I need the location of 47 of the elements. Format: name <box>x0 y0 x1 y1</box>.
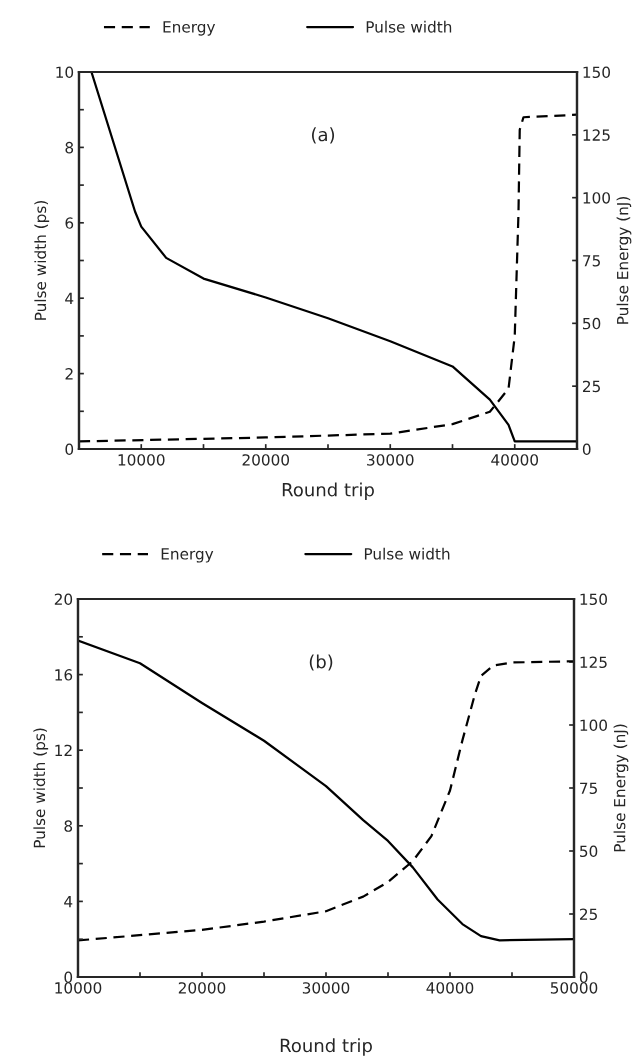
y-tick-label: 4 <box>64 896 73 908</box>
y2-tick-label: 50 <box>580 845 598 858</box>
annotation: (a) <box>311 127 335 144</box>
y-tick-label: 12 <box>55 744 72 756</box>
y-tick-label: 20 <box>54 593 73 606</box>
y2-axis-title: Pulse Energy (nJ) <box>613 724 629 852</box>
y2-tick-label: 25 <box>582 380 600 393</box>
y2-tick-label: 125 <box>583 129 610 141</box>
legend-label: Energy <box>163 21 216 36</box>
y-axis-title: Pulse width (ps) <box>34 200 50 320</box>
legend-label: Energy <box>161 548 214 563</box>
legend-label: Pulse width <box>364 547 450 560</box>
y2-tick-label: 150 <box>583 66 611 79</box>
y-tick-label: 16 <box>55 669 73 681</box>
x-tick-label: 40000 <box>491 454 539 466</box>
y2-tick-label: 100 <box>580 719 608 732</box>
x-tick-label: 10000 <box>55 982 102 994</box>
y-axis-title: Pulse width (ps) <box>33 728 49 848</box>
y-tick-label: 10 <box>56 66 74 79</box>
legend-label: Pulse width <box>366 20 452 33</box>
x-tick-label: 30000 <box>302 982 350 994</box>
x-tick-label: 30000 <box>367 454 414 466</box>
y2-tick-label: 125 <box>580 656 607 669</box>
x-tick-label: 20000 <box>178 982 226 994</box>
y2-tick-label: 25 <box>579 908 597 921</box>
y-tick-label: 0 <box>64 971 73 984</box>
x-axis-title: Round trip <box>280 1038 372 1056</box>
y2-axis-title: Pulse Energy (nJ) <box>616 197 632 324</box>
y2-tick-label: 75 <box>583 255 600 267</box>
x-tick-label: 50000 <box>550 982 598 994</box>
y-tick-label: 2 <box>65 368 73 380</box>
y-tick-label: 0 <box>65 443 74 456</box>
x-tick-label: 40000 <box>426 982 474 994</box>
x-axis-title: Round trip <box>282 482 374 501</box>
y-tick-label: 4 <box>65 292 74 304</box>
y-tick-label: 8 <box>64 820 73 832</box>
y2-tick-label: 75 <box>580 782 597 795</box>
x-tick-label: 10000 <box>118 454 165 466</box>
annotation: (b) <box>309 654 333 671</box>
y2-tick-label: 100 <box>583 192 611 204</box>
y-tick-label: 6 <box>65 217 74 229</box>
y2-tick-label: 0 <box>582 443 591 456</box>
y-tick-label: 8 <box>65 141 74 154</box>
y2-tick-label: 150 <box>580 593 608 606</box>
y2-tick-label: 50 <box>583 317 601 330</box>
x-tick-label: 20000 <box>242 454 290 466</box>
y2-tick-label: 0 <box>579 971 588 984</box>
